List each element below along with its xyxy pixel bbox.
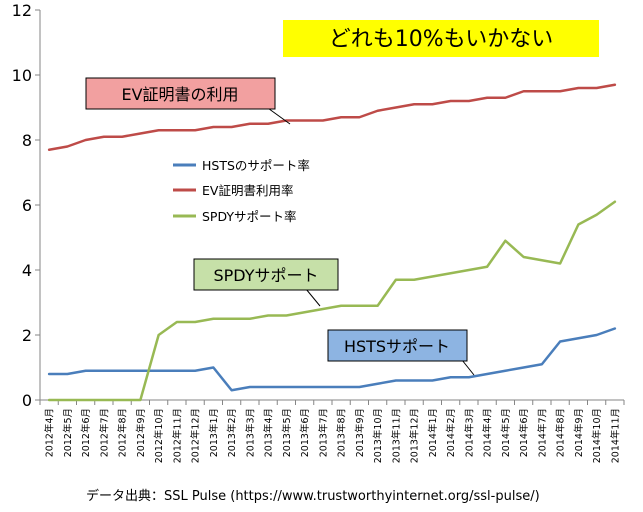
x-tick-label: 2014年4月 (482, 408, 494, 457)
x-tick-label: 2013年8月 (336, 408, 348, 457)
x-tick-label: 2013年11月 (390, 408, 402, 463)
x-tick-label: 2013年12月 (409, 408, 421, 463)
y-tick-label: 0 (22, 391, 32, 410)
x-tick-label: 2012年8月 (117, 408, 129, 457)
series-lines (47, 83, 617, 402)
x-tick-label: 2014年6月 (518, 408, 530, 457)
x-tick-label: 2012年12月 (190, 408, 202, 463)
ev-callout: EV証明書の利用 (85, 77, 291, 125)
x-tick-label: 2012年6月 (80, 408, 92, 457)
x-tick-label: 2013年5月 (281, 408, 293, 457)
series-line-2 (47, 200, 617, 402)
legend-label-ev: EV証明書利用率 (202, 183, 293, 198)
series-line-1 (47, 83, 617, 151)
x-tick-label: 2013年10月 (372, 408, 384, 463)
x-tick-label: 2013年2月 (226, 408, 238, 457)
x-tick-label: 2014年10月 (591, 408, 603, 463)
y-axis-ticks: 0 2 4 6 8 10 12 (12, 1, 40, 410)
hsts-callout-box (327, 329, 468, 362)
source-caption: データ出典：SSL Pulse (https://www.trustworthy… (86, 488, 540, 504)
series-line-0 (47, 327, 617, 392)
legend-label-hsts: HSTSのサポート率 (202, 158, 310, 173)
x-axis-ticks: 2012年4月 2012年5月 2012年6月 2012年7月 2012年8月 2012年… (39, 400, 625, 463)
spdy-callout-box (193, 258, 339, 291)
headline-annotation: どれも10%もいかない (283, 20, 599, 57)
x-tick-label: 2013年3月 (244, 408, 256, 457)
x-tick-label: 2014年9月 (573, 408, 585, 457)
x-tick-label: 2013年6月 (299, 408, 311, 457)
x-tick-label: 2012年4月 (44, 408, 56, 457)
x-tick-label: 2014年3月 (463, 408, 475, 457)
legend: HSTSのサポート率 EV証明書利用率 SPDYサポート率 (173, 158, 310, 224)
x-tick-label: 2012年5月 (62, 408, 74, 457)
headline-text: どれも10%もいかない (329, 27, 553, 52)
x-tick-label: 2013年9月 (354, 408, 366, 457)
x-tick-label: 2014年2月 (445, 408, 457, 457)
spdy-callout-pointer (305, 288, 321, 307)
hsts-callout-text: HSTSサポート (344, 337, 450, 356)
x-tick-label: 2012年7月 (98, 408, 110, 457)
x-tick-label: 2013年4月 (263, 408, 275, 457)
y-tick-label: 2 (22, 326, 32, 345)
y-tick-label: 10 (12, 66, 32, 85)
x-tick-label: 2012年11月 (171, 408, 183, 463)
x-tick-label: 2013年1月 (208, 408, 220, 457)
x-tick-label: 2014年5月 (500, 408, 512, 457)
y-tick-label: 8 (22, 131, 32, 150)
ev-callout-box (85, 77, 276, 110)
spdy-callout-text: SPDYサポート (213, 266, 318, 285)
spdy-callout: SPDYサポート (193, 258, 339, 307)
x-tick-label: 2014年7月 (536, 408, 548, 457)
x-tick-label: 2014年8月 (555, 408, 567, 457)
x-tick-label: 2013年7月 (317, 408, 329, 457)
x-tick-label: 2012年10月 (153, 408, 165, 463)
y-tick-label: 12 (12, 1, 32, 20)
hsts-callout: HSTSサポート (327, 329, 475, 376)
ev-callout-text: EV証明書の利用 (121, 85, 238, 104)
y-tick-label: 6 (22, 196, 32, 215)
x-tick-label: 2012年9月 (135, 408, 147, 457)
legend-label-spdy: SPDYサポート率 (202, 209, 297, 224)
headline-box (283, 20, 599, 57)
y-tick-label: 4 (22, 261, 32, 280)
x-tick-label: 2014年11月 (609, 408, 621, 463)
x-tick-label: 2014年1月 (427, 408, 439, 457)
